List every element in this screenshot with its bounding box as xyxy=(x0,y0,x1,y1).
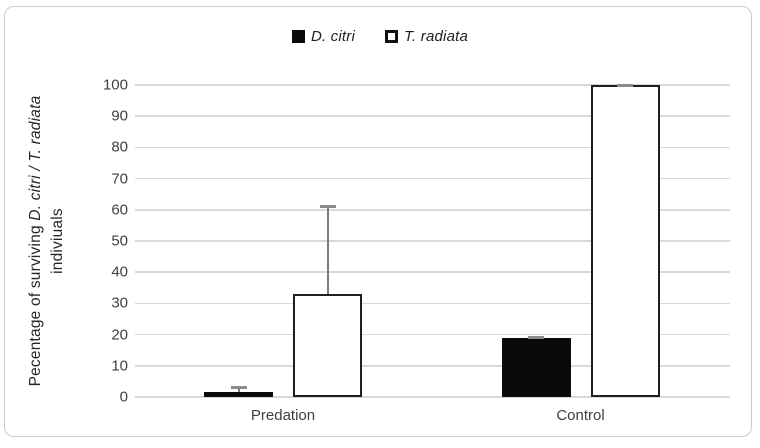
gridline xyxy=(135,302,730,305)
error-bar-cap xyxy=(230,386,247,390)
y-tick-label: 90 xyxy=(111,107,128,125)
gridline xyxy=(135,115,730,117)
bar-control-t-radiata xyxy=(590,85,660,397)
gridline xyxy=(135,84,730,86)
error-bar-whisker xyxy=(326,206,329,295)
y-tick-label: 50 xyxy=(111,232,128,250)
y-tick-label: 20 xyxy=(111,326,128,344)
legend-swatch-t-radiata-icon xyxy=(385,29,399,43)
gridline xyxy=(135,240,730,242)
bar-predation-d-citri xyxy=(204,392,273,397)
legend-item-d-citri: D. citri xyxy=(291,27,356,45)
error-bar-whisker xyxy=(237,387,240,393)
y-tick-label: 100 xyxy=(102,76,128,94)
gridline xyxy=(135,209,730,211)
legend: D. citri T. radiata xyxy=(0,26,760,46)
y-axis-title: Pecentage of surviving D. citri / T. rad… xyxy=(25,61,69,421)
y-tick-label: 30 xyxy=(111,294,128,312)
legend-swatch-d-citri-icon xyxy=(291,29,305,43)
y-tick-label: 80 xyxy=(111,138,128,156)
legend-item-t-radiata: T. radiata xyxy=(385,28,468,45)
y-axis-title-line2: indiviuals xyxy=(49,208,66,274)
y-tick-label: 0 xyxy=(119,388,128,406)
y-tick-label: 60 xyxy=(111,201,128,219)
bar-control-d-citri xyxy=(501,337,571,397)
x-axis-label-control: Control xyxy=(556,407,605,424)
y-tick-label: 40 xyxy=(111,263,128,281)
error-bar-cap xyxy=(528,336,544,340)
gridline xyxy=(135,271,730,273)
legend-label: D. citri xyxy=(310,27,356,45)
error-bar-cap xyxy=(617,83,633,87)
y-tick-label: 70 xyxy=(111,170,128,188)
legend-label: T. radiata xyxy=(404,27,469,45)
bar-predation-t-radiata xyxy=(293,294,362,397)
gridline xyxy=(135,146,730,149)
gridline xyxy=(135,177,730,180)
x-axis-label-predation: Predation xyxy=(250,407,316,424)
gridline xyxy=(135,333,730,336)
y-axis-title-line1: Pecentage of surviving D. citri / T. rad… xyxy=(27,95,44,387)
error-bar-cap xyxy=(319,205,336,209)
gridline xyxy=(135,365,730,367)
y-tick-label: 10 xyxy=(111,357,128,375)
gridline xyxy=(135,396,730,398)
